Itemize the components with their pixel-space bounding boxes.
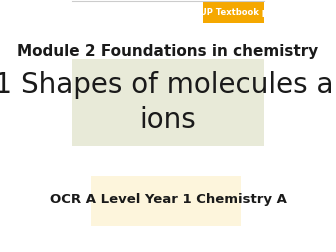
FancyBboxPatch shape xyxy=(72,59,264,146)
Text: OCR A Level Year 1 Chemistry A: OCR A Level Year 1 Chemistry A xyxy=(50,193,286,206)
Text: 6.1 Shapes of molecules and
ions: 6.1 Shapes of molecules and ions xyxy=(0,71,336,134)
Text: Module 2 Foundations in chemistry: Module 2 Foundations in chemistry xyxy=(17,44,319,59)
FancyBboxPatch shape xyxy=(91,176,241,226)
Text: OUP Textbook pa: OUP Textbook pa xyxy=(194,8,274,17)
FancyBboxPatch shape xyxy=(203,2,264,23)
